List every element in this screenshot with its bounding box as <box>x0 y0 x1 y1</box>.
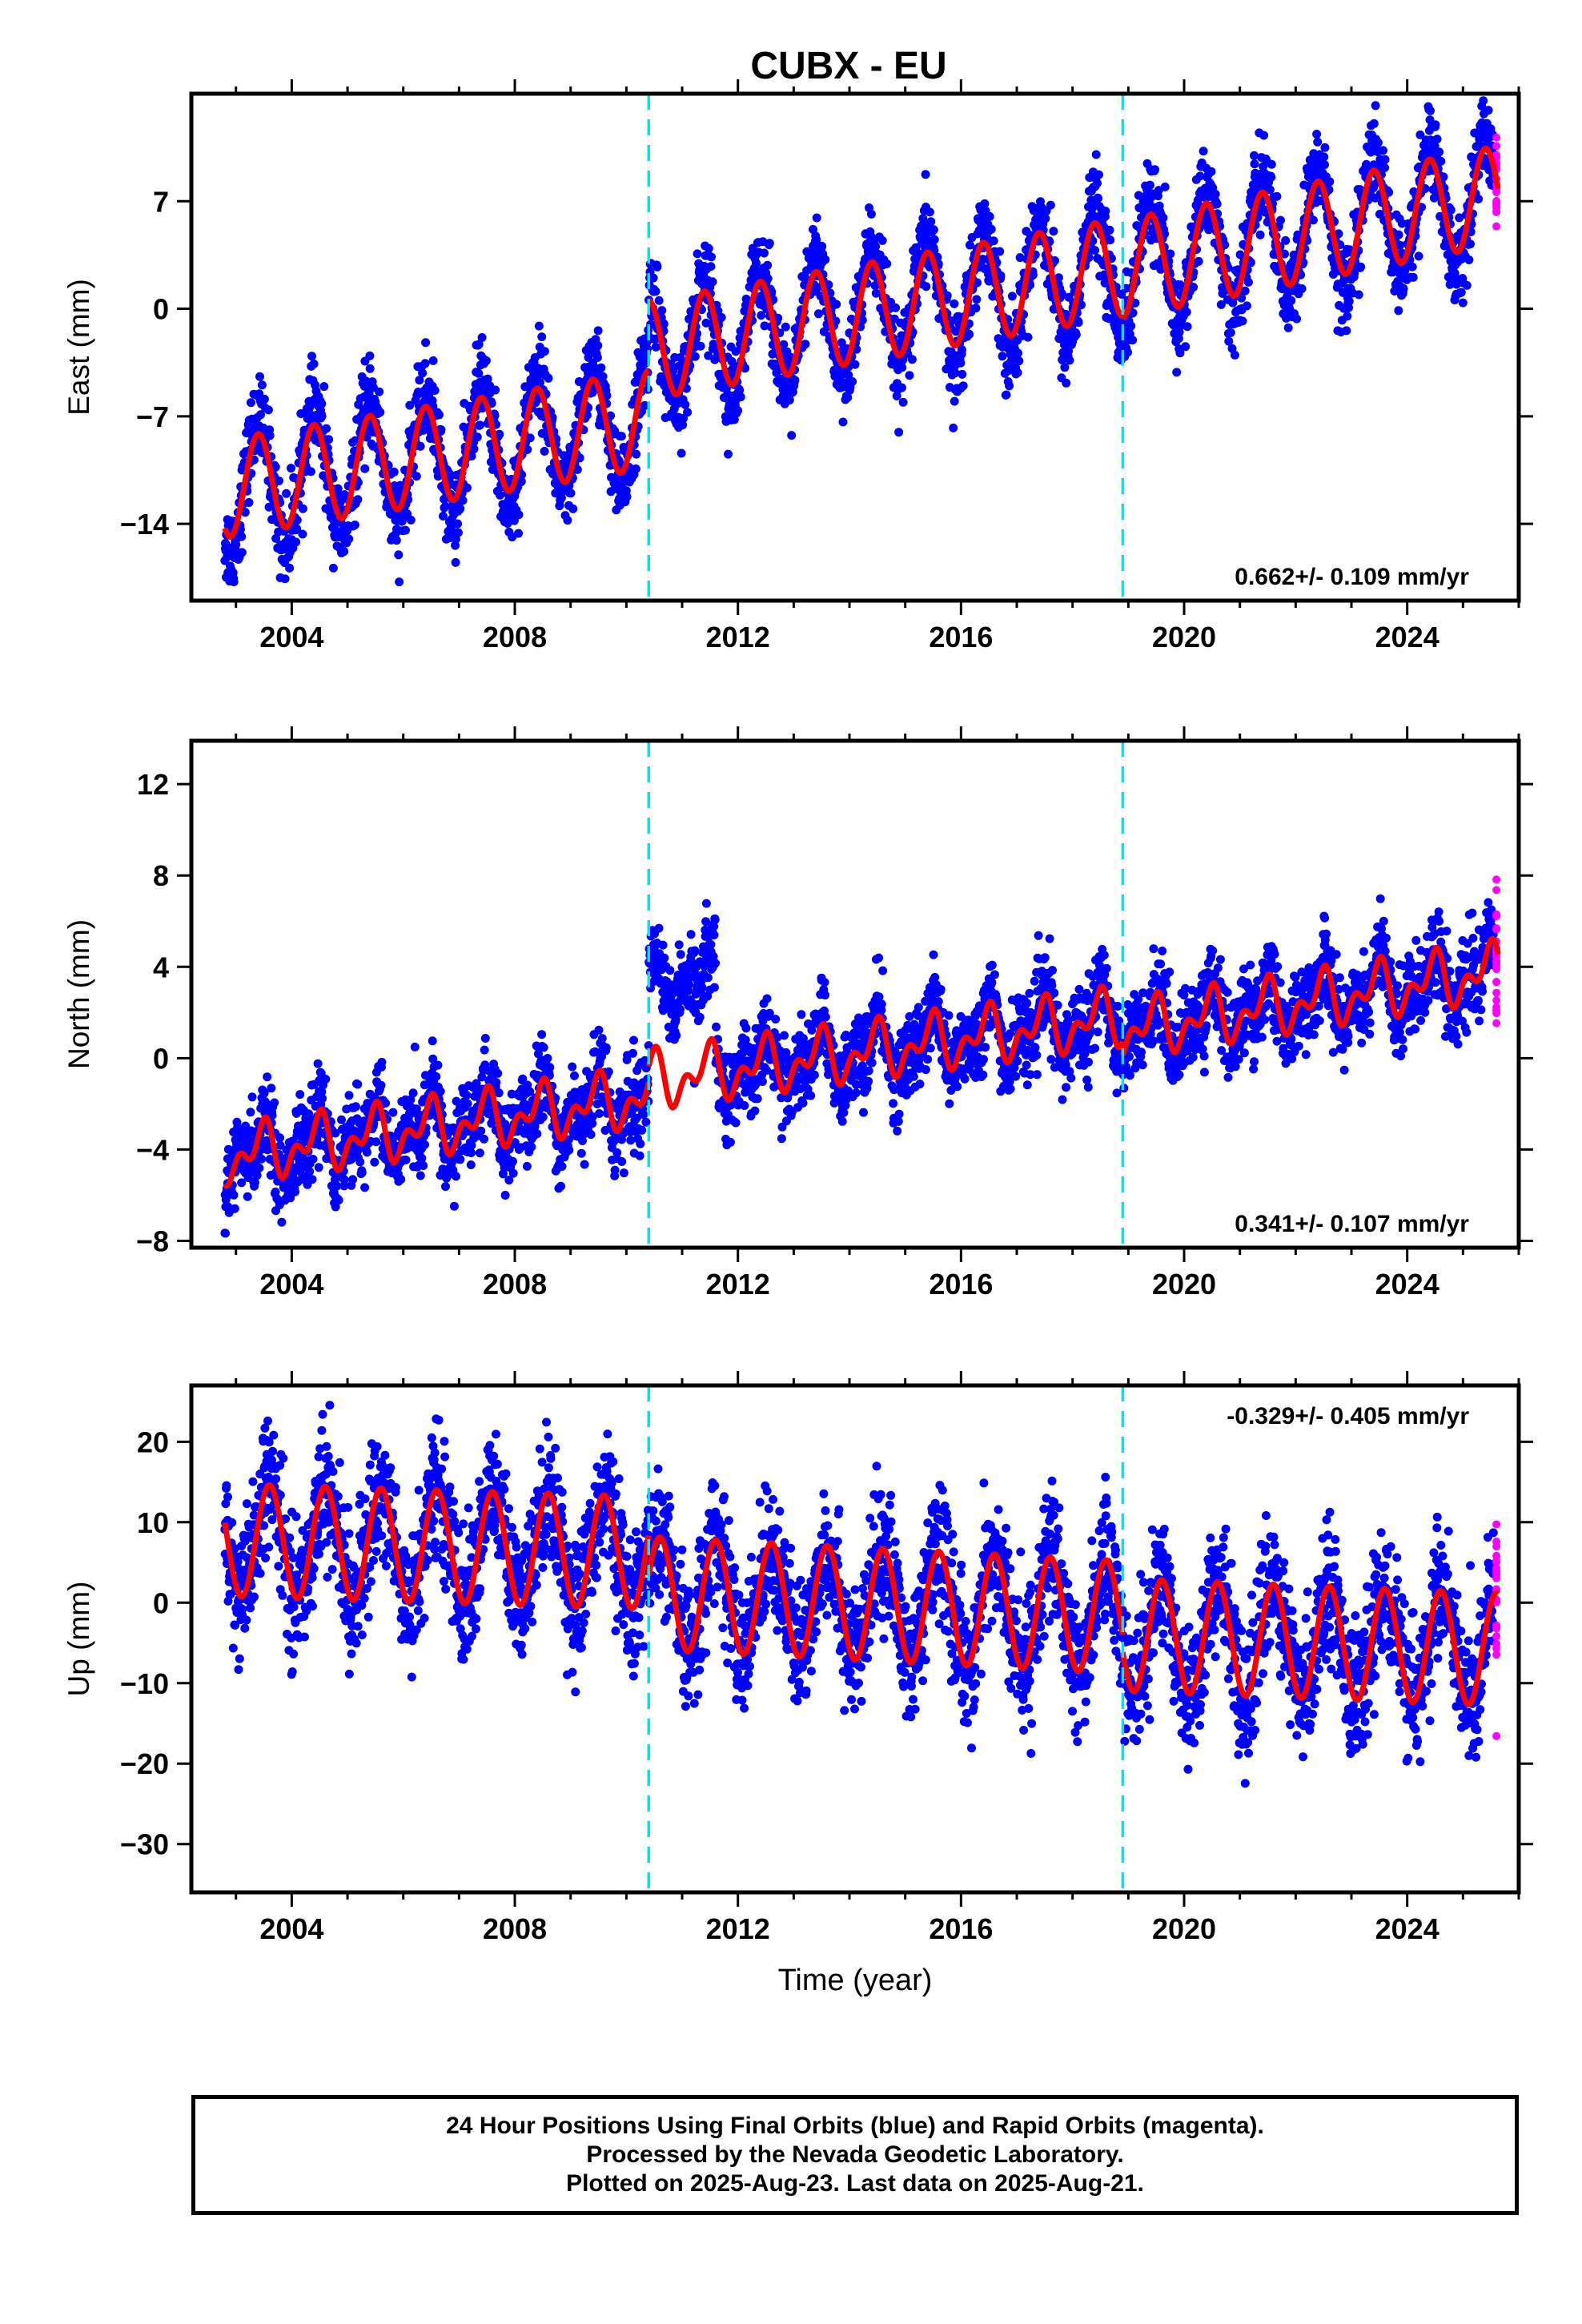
north-x-tick-label: 2004 <box>259 1268 323 1301</box>
footer-line-plotted: Plotted on 2025-Aug-23. Last data on 202… <box>566 2170 1144 2197</box>
east-model-fit-segment-3 <box>1121 145 1501 321</box>
east-x-tick-label: 2008 <box>483 621 547 653</box>
east-x-tick-label: 2012 <box>706 621 770 653</box>
up-y-tick-label: 10 <box>137 1506 169 1539</box>
up-y-axis-label: Up (mm) <box>62 1582 95 1697</box>
east-y-axis-label: East (mm) <box>62 279 95 416</box>
east-x-tick-label: 2016 <box>929 621 993 653</box>
up-rate-annotation: -0.329+/- 0.405 mm/yr <box>1227 1403 1469 1429</box>
up-y-tick-label: −10 <box>120 1667 169 1700</box>
north-model-fit-segment-1 <box>223 1067 652 1189</box>
north-y-tick-label: 0 <box>153 1042 169 1075</box>
up-x-tick-label: 2004 <box>259 1912 323 1945</box>
up-y-tick-label: 0 <box>153 1586 169 1619</box>
north-plot-area <box>220 741 1501 1248</box>
east-plot-area <box>220 94 1501 601</box>
north-final-orbit-points <box>220 894 1499 1238</box>
east-final-orbit-points <box>220 96 1498 587</box>
up-x-tick-label: 2008 <box>483 1912 547 1945</box>
east-axes-frame <box>189 91 1521 603</box>
figure-title: CUBX - EU <box>750 45 946 87</box>
north-x-tick-label: 2024 <box>1375 1268 1439 1301</box>
north-axes-frame <box>189 738 1521 1250</box>
north-x-tick-label: 2012 <box>706 1268 770 1301</box>
footer-box: 24 Hour Positions Using Final Orbits (bl… <box>191 2095 1519 2215</box>
panel-up: 2004 2008 2012 2016 2020 2024 −30 −20 −10 0 10 20 Up… <box>62 1371 1533 1997</box>
up-x-tick-label: 2020 <box>1152 1912 1216 1945</box>
panel-east: 2004 2008 2012 2016 2020 2024 −14 −7 0 7 East (mm)… <box>62 79 1533 653</box>
east-x-tick-label: 2024 <box>1375 621 1439 653</box>
east-model-fit-segment-1 <box>222 368 650 540</box>
north-x-tick-label: 2016 <box>929 1268 993 1301</box>
north-x-tick-label: 2008 <box>483 1268 547 1301</box>
up-x-axis-label: Time (year) <box>778 1964 933 1997</box>
up-x-tick-label: 2016 <box>929 1912 993 1945</box>
up-axes-frame <box>189 1383 1521 1895</box>
up-y-tick-label: −20 <box>120 1747 169 1780</box>
up-model-fit-segment-3 <box>1119 1577 1500 1707</box>
footer-line-orbits: 24 Hour Positions Using Final Orbits (bl… <box>446 2113 1264 2139</box>
up-y-tick-label: 20 <box>137 1425 169 1458</box>
north-y-tick-label: 4 <box>153 951 169 983</box>
east-x-tick-label: 2004 <box>259 621 323 653</box>
north-y-axis-label: North (mm) <box>62 919 95 1069</box>
up-model-fit-segment-2 <box>645 1534 1126 1675</box>
up-x-tick-label: 2024 <box>1375 1912 1439 1945</box>
north-model-fit-segment-3 <box>1120 935 1501 1056</box>
footer-line-processed: Processed by the Nevada Geodetic Laborat… <box>586 2141 1124 2168</box>
east-y-tick-label: −7 <box>136 400 169 433</box>
panel-north: 2004 2008 2012 2016 2020 2024 −8 −4 0 4 8 12 North (… <box>62 726 1533 1301</box>
east-y-tick-label: −14 <box>120 508 169 541</box>
east-x-tick-label: 2020 <box>1152 621 1216 653</box>
east-model-fit-segment-2 <box>648 219 1124 398</box>
north-x-tick-label: 2020 <box>1152 1268 1216 1301</box>
north-y-tick-label: −4 <box>136 1133 169 1166</box>
north-y-tick-label: 8 <box>153 859 169 892</box>
up-model-fit-segment-1 <box>222 1482 652 1612</box>
north-y-tick-label: 12 <box>137 768 169 801</box>
east-y-tick-label: 0 <box>153 293 169 326</box>
up-y-tick-label: −30 <box>120 1828 169 1861</box>
north-y-tick-label: −8 <box>136 1224 169 1257</box>
north-rate-annotation: 0.341+/- 0.107 mm/yr <box>1235 1211 1469 1237</box>
north-model-fit-segment-2 <box>645 983 1126 1111</box>
up-x-tick-label: 2012 <box>706 1912 770 1945</box>
east-y-tick-label: 7 <box>153 185 169 218</box>
east-rate-annotation: 0.662+/- 0.109 mm/yr <box>1235 564 1469 590</box>
up-plot-area <box>220 1385 1501 1892</box>
